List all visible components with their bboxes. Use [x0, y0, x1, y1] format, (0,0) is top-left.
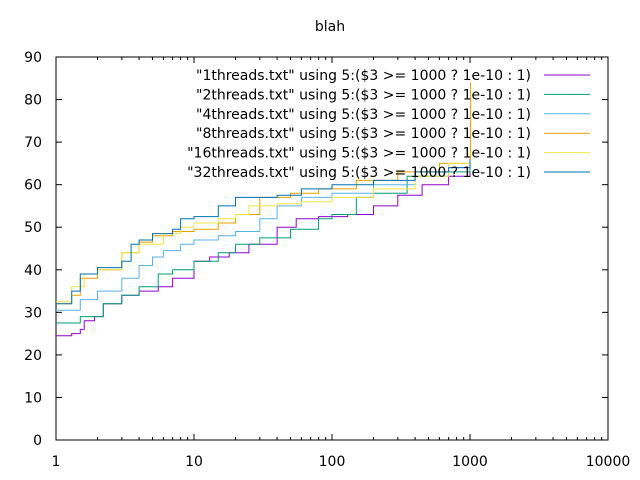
y-tick-label: 20 [24, 348, 42, 364]
x-tick-label: 100 [319, 454, 346, 470]
legend-label-1: "1threads.txt" using 5:($3 >= 1000 ? 1e-… [196, 68, 531, 84]
legend-label-3: "4threads.txt" using 5:($3 >= 1000 ? 1e-… [196, 107, 531, 123]
chart-title: blah [315, 19, 345, 35]
y-tick-label: 30 [24, 305, 42, 321]
y-tick-label: 70 [24, 135, 42, 151]
series-line-6 [56, 159, 471, 305]
y-tick-label: 0 [33, 433, 42, 449]
x-tick-label: 1000 [452, 454, 488, 470]
legend: "1threads.txt" using 5:($3 >= 1000 ? 1e-… [187, 68, 590, 181]
y-tick-label: 50 [24, 220, 42, 236]
y-tick-label: 90 [24, 50, 42, 66]
y-tick-label: 40 [24, 263, 42, 279]
x-axis: 1 10 100 1000 10000 [52, 57, 631, 470]
y-tick-label: 10 [24, 390, 42, 406]
series-group [56, 82, 472, 337]
series-line-1 [56, 167, 471, 337]
series-line-3 [56, 159, 471, 311]
x-tick-label: 10000 [586, 454, 631, 470]
x-tick-label: 1 [52, 454, 61, 470]
x-tick-label: 10 [185, 454, 203, 470]
series-line-2 [56, 163, 471, 324]
y-axis: 0 10 20 30 40 50 60 70 80 90 [24, 50, 608, 449]
legend-label-2: "2threads.txt" using 5:($3 >= 1000 ? 1e-… [196, 87, 531, 103]
y-tick-label: 60 [24, 178, 42, 194]
legend-label-6: "32threads.txt" using 5:($3 >= 1000 ? 1e… [187, 165, 531, 181]
y-tick-label: 80 [24, 93, 42, 109]
legend-label-4: "8threads.txt" using 5:($3 >= 1000 ? 1e-… [196, 126, 531, 142]
legend-label-5: "16threads.txt" using 5:($3 >= 1000 ? 1e… [187, 146, 531, 162]
